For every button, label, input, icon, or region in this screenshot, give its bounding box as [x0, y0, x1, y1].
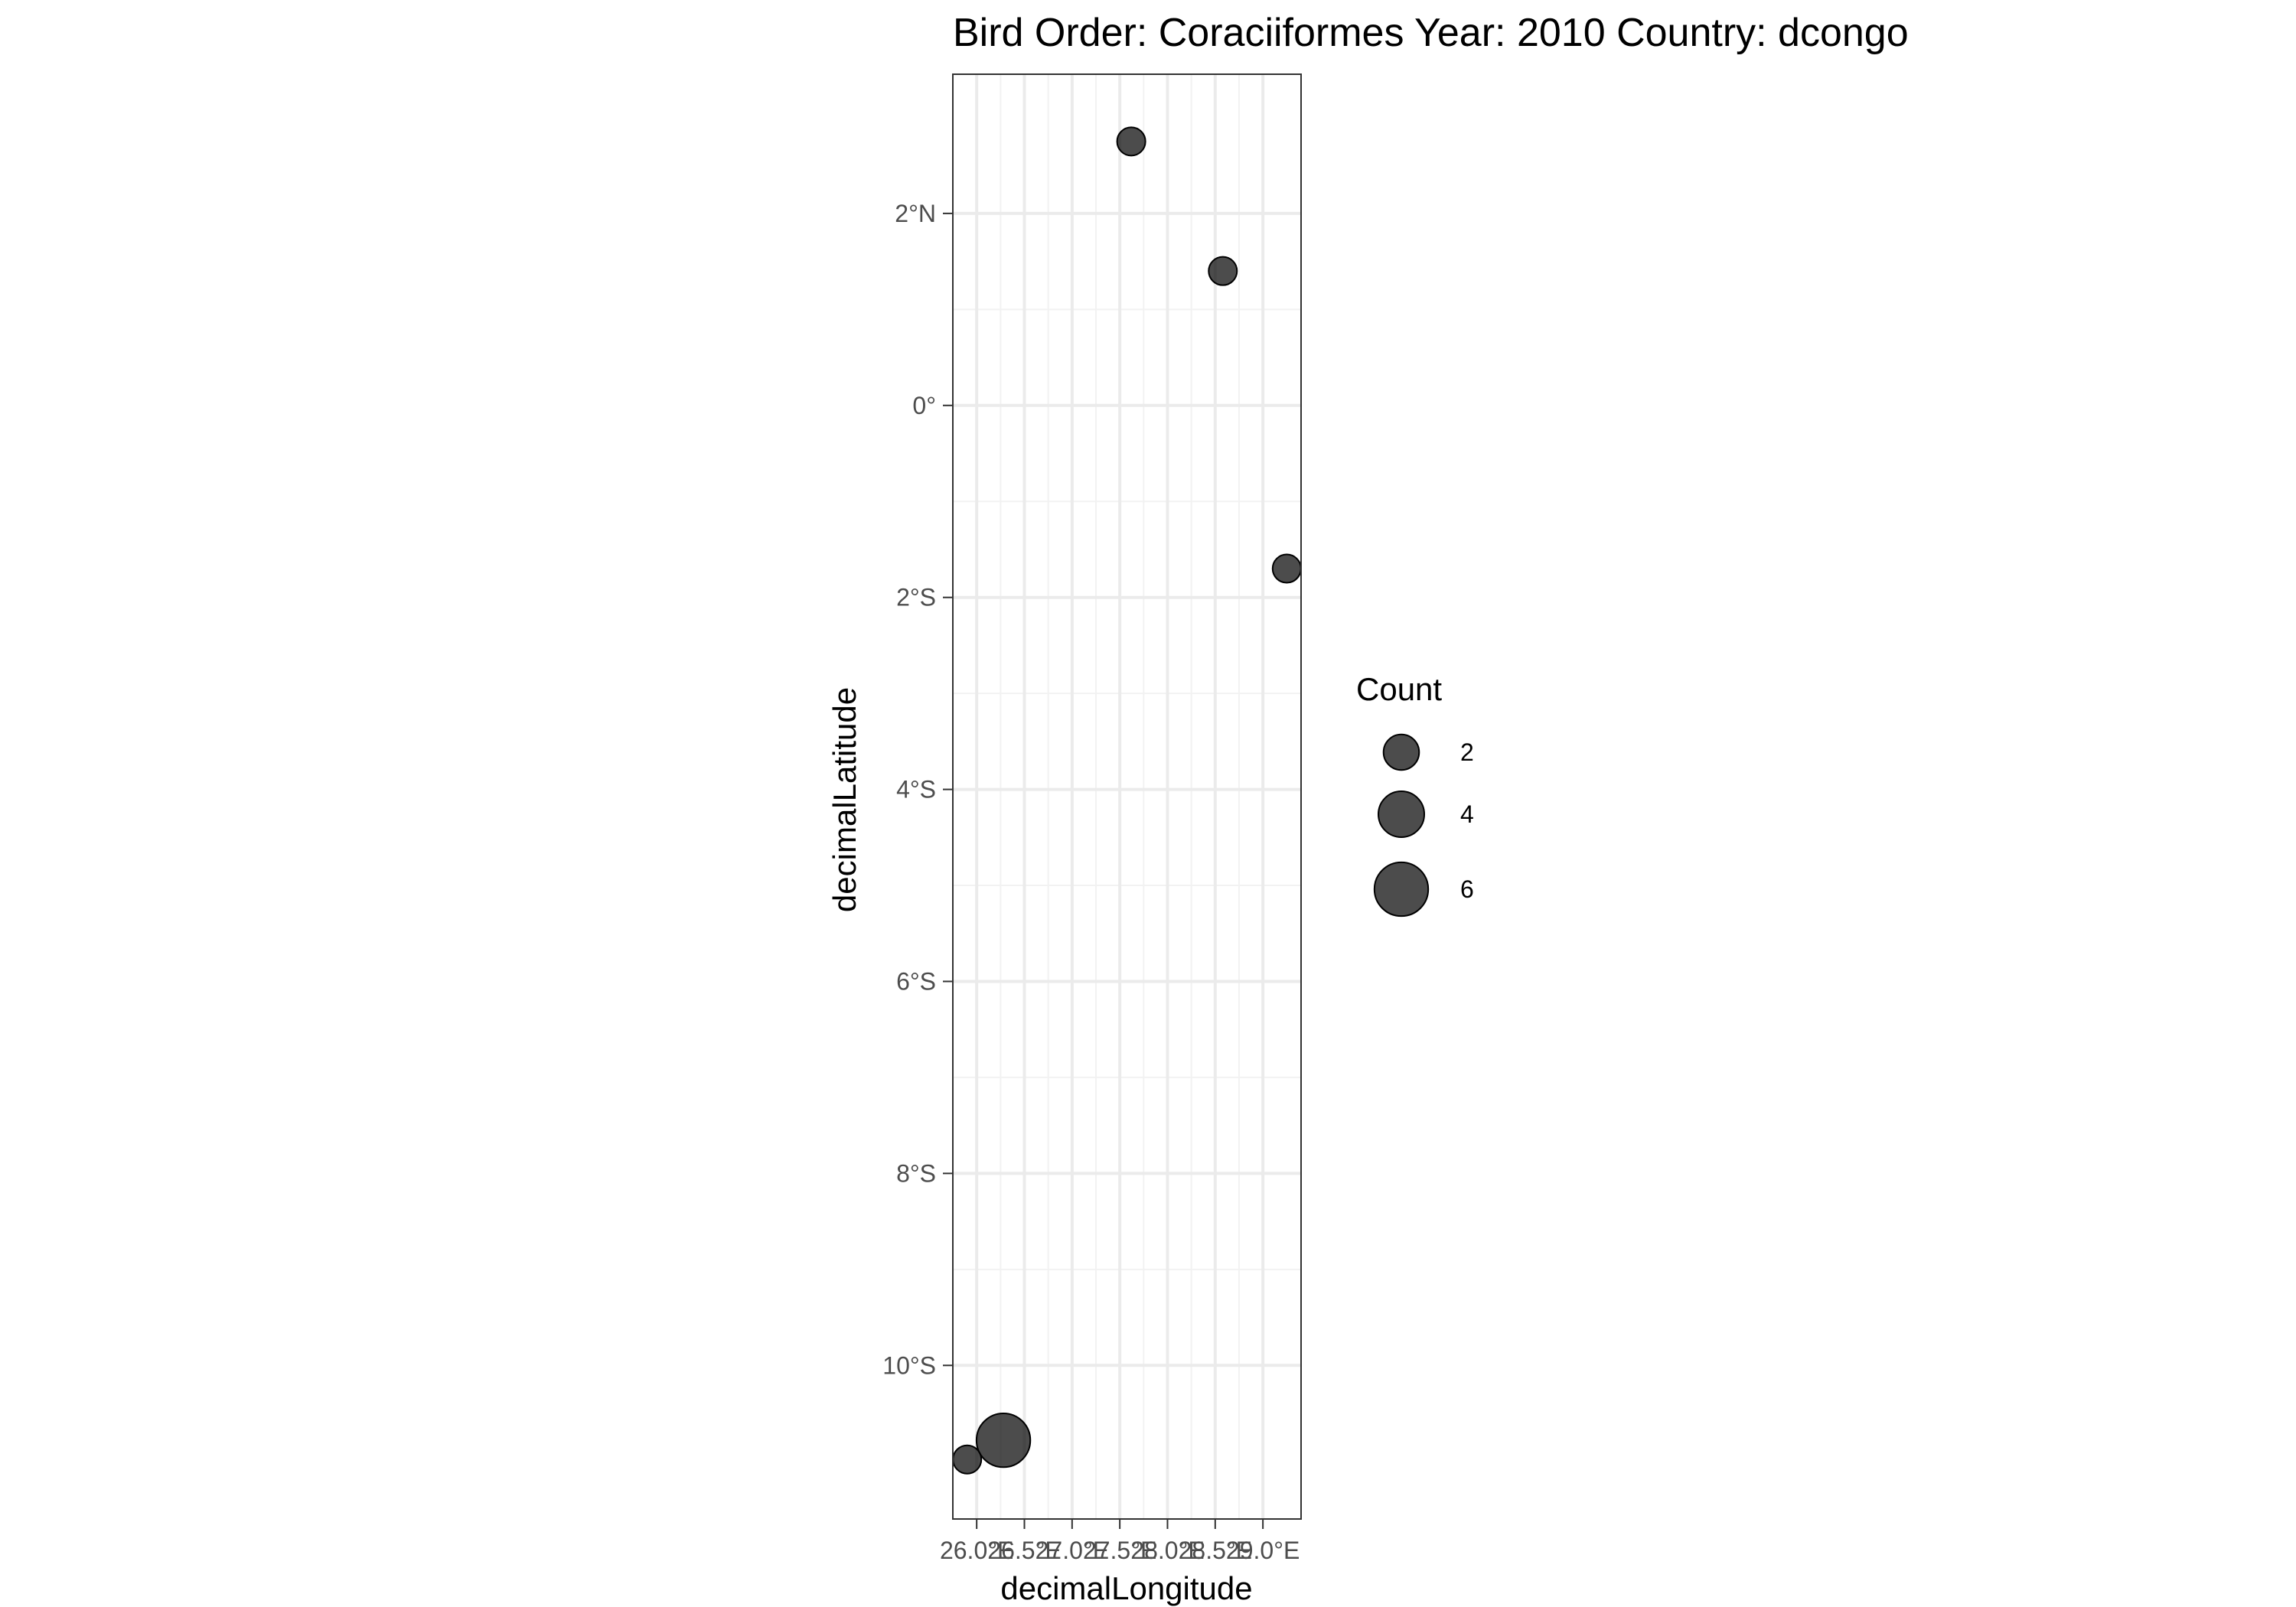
x-tick-label: 26.0°E — [940, 1537, 1013, 1564]
x-tick-label: 28.5°E — [1179, 1537, 1252, 1564]
data-point — [1208, 256, 1238, 286]
major-gridlines — [953, 74, 1301, 1519]
y-tick-label: 8°S — [896, 1159, 936, 1187]
x-axis: 26.0°E26.5°E27.0°E27.5°E28.0°E28.5°E29.0… — [940, 1519, 1300, 1564]
legend-key-symbol — [1378, 790, 1425, 838]
data-point — [952, 1444, 983, 1475]
data-point — [1116, 126, 1146, 157]
y-axis-title: decimalLatitude — [827, 687, 863, 912]
data-point — [1271, 553, 1302, 584]
y-tick-label: 2°S — [896, 584, 936, 611]
chart-title: Bird Order: Coraciiformes Year: 2010 Cou… — [953, 11, 1909, 55]
y-tick-label: 6°S — [896, 967, 936, 995]
data-point — [975, 1412, 1032, 1468]
y-tick-label: 2°N — [895, 200, 936, 227]
x-tick-label: 29.0°E — [1226, 1537, 1300, 1564]
x-tick-label: 28.0°E — [1130, 1537, 1204, 1564]
plot-panel — [952, 73, 1302, 1520]
legend-key-symbol — [1382, 733, 1420, 771]
x-axis-title: decimalLongitude — [1000, 1570, 1252, 1606]
y-tick-label: 10°S — [882, 1351, 936, 1379]
legend-key-symbol — [1373, 861, 1430, 918]
y-tick-label: 0° — [912, 392, 936, 419]
x-tick-label: 27.0°E — [1035, 1537, 1109, 1564]
legend-key-label: 6 — [1460, 875, 1474, 903]
legend-key-label: 4 — [1460, 800, 1474, 828]
x-tick-label: 27.5°E — [1083, 1537, 1156, 1564]
legend-title: Count — [1356, 671, 1442, 707]
minor-gridlines — [953, 74, 1301, 1519]
y-tick-label: 4°S — [896, 776, 936, 804]
panel-border — [952, 73, 1302, 1520]
data-points — [952, 126, 1302, 1475]
legend-key-label: 2 — [1460, 738, 1474, 766]
y-axis: 2°N 0° 2°S 4°S 6°S 8°S 10°S — [882, 200, 953, 1379]
x-tick-label: 26.5°E — [987, 1537, 1061, 1564]
legend-keys: 2 4 6 — [1373, 733, 1474, 918]
legend: Count 2 4 6 — [1356, 671, 1474, 918]
